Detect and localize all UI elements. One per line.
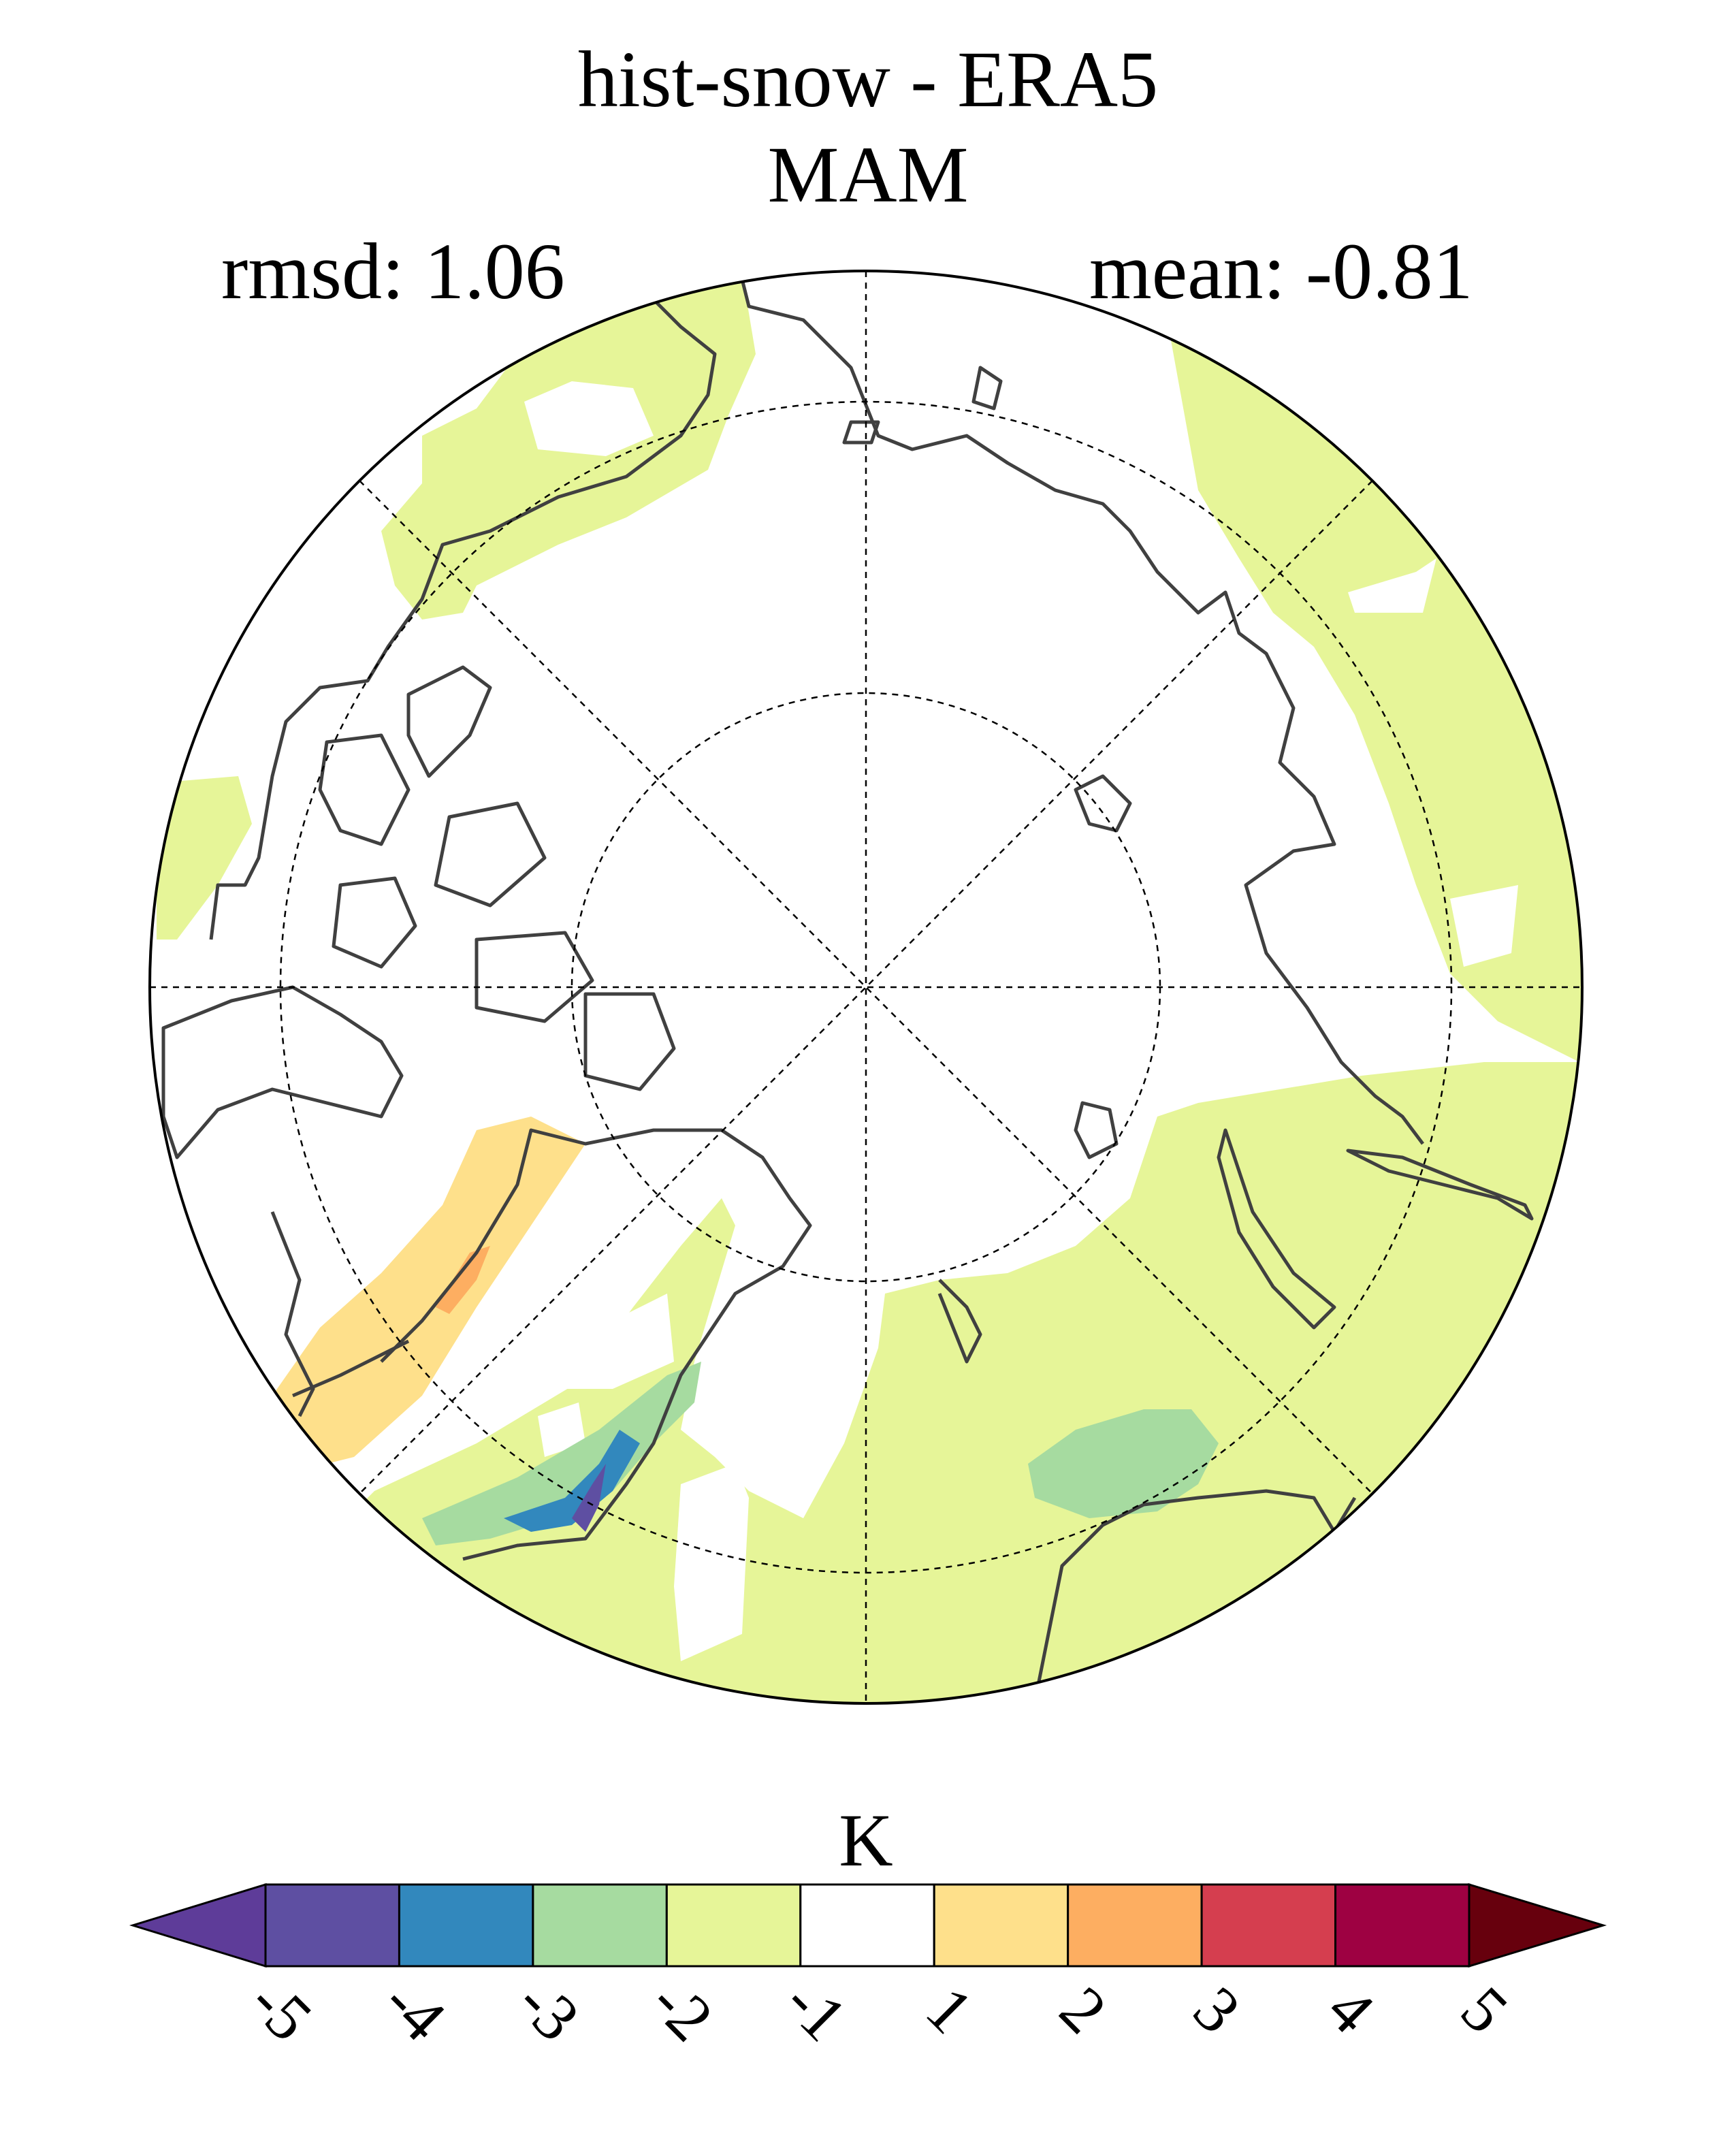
colorbar-tick-label: -4	[370, 1965, 460, 2055]
graticule	[150, 271, 1582, 1703]
mean-value: mean: -0.81	[1089, 227, 1473, 316]
colorbar-tick-label: -3	[504, 1965, 594, 2055]
colorbar-tick-label: -5	[236, 1965, 326, 2055]
colorbar-tick-label: 5	[1447, 1972, 1522, 2047]
colorbar-ticks: -5 -4 -3 -2 -1 1 2 3 4 5	[236, 1965, 1522, 2055]
coldest-anomaly-europe	[572, 1464, 606, 1532]
colorbar-bin	[398, 1883, 534, 1968]
colorbar-bin	[799, 1883, 935, 1968]
colorbar-bin	[264, 1883, 400, 1968]
colorbar-bin	[1067, 1883, 1203, 1968]
anomaly-region-right	[1171, 340, 1582, 1062]
colorbar	[129, 1882, 1607, 1968]
warmer-anomaly-patch	[436, 1246, 490, 1314]
colorbar-bin	[665, 1883, 802, 1968]
cool-anomaly-europe	[422, 1362, 701, 1545]
warm-anomaly-band	[272, 1117, 585, 1471]
colorbar-tick-label: -2	[637, 1965, 727, 2055]
colorbar-tick-label: 1	[912, 1972, 987, 2047]
colorbar-unit-label: K	[839, 1799, 893, 1882]
coastlines	[161, 278, 1534, 1703]
map-title: hist-snow - ERA5	[577, 35, 1159, 124]
season-label: MAM	[767, 130, 969, 219]
colorbar-under-arrow	[129, 1882, 267, 1968]
colorbar-tick-label: 4	[1314, 1972, 1389, 2047]
map-disk	[150, 271, 1582, 1703]
colorbar-tick-label: 3	[1180, 1972, 1255, 2047]
map-boundary	[148, 270, 1584, 1705]
colorbar-bin	[933, 1883, 1070, 1968]
colorbar-bin	[1334, 1883, 1470, 1968]
colorbar-tick-label: -1	[771, 1965, 861, 2055]
rmsd-value: rmsd: 1.06	[221, 227, 565, 316]
colorbar-bin	[1200, 1883, 1337, 1968]
cold-anomaly-europe	[504, 1430, 640, 1532]
colorbar-over-arrow	[1468, 1882, 1607, 1968]
anomaly-region-left	[157, 776, 252, 940]
colorbar-bin	[532, 1883, 668, 1968]
cool-anomaly-asia	[1028, 1409, 1219, 1518]
colorbar-tick-label: 2	[1046, 1972, 1121, 2047]
anomaly-region-bottom	[340, 1062, 1582, 1703]
